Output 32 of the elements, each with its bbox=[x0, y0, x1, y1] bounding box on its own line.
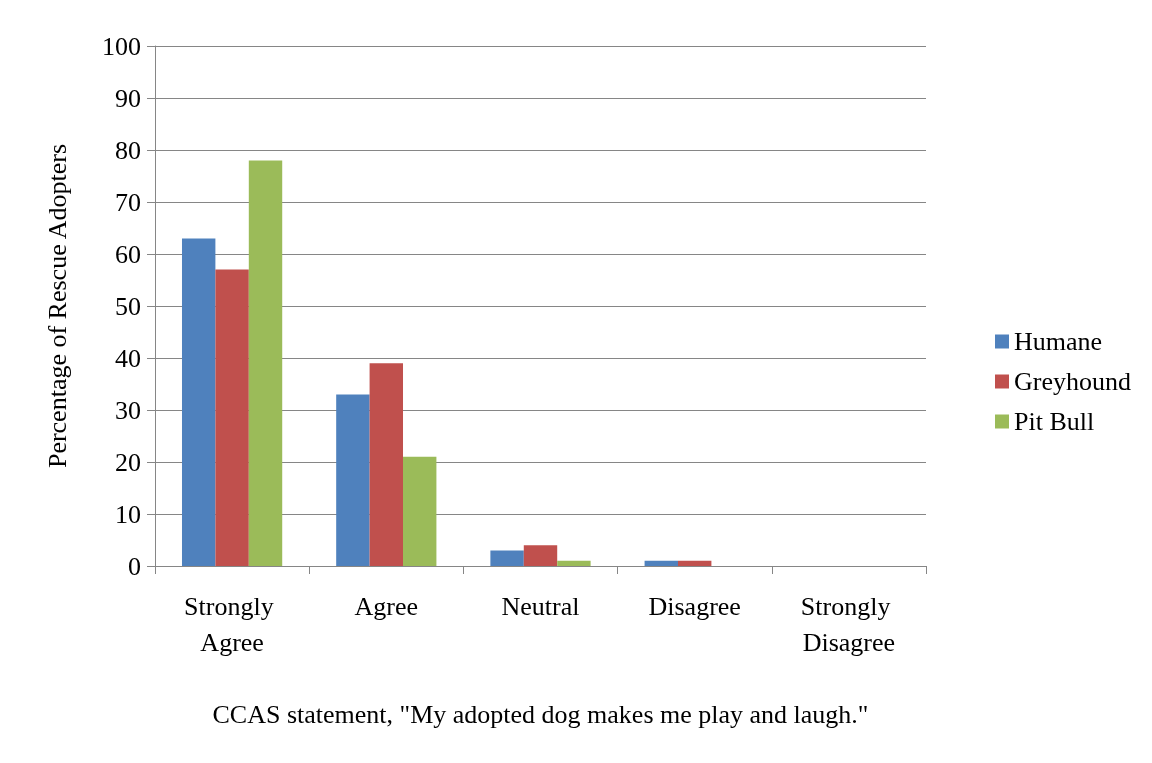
y-axis-title: Percentage of Rescue Adopters bbox=[42, 143, 72, 469]
y-tick-label: 0 bbox=[128, 551, 141, 581]
legend-label: Pit Bull bbox=[1014, 407, 1095, 436]
x-tick-label: Strongly Agree bbox=[184, 591, 281, 657]
bar bbox=[490, 550, 524, 566]
bar bbox=[557, 560, 591, 566]
bar bbox=[403, 456, 437, 566]
y-tick-label: 50 bbox=[115, 291, 141, 321]
x-tick-label: Neutral bbox=[501, 591, 580, 621]
y-tick-label: 40 bbox=[115, 343, 141, 373]
y-tick-label: 70 bbox=[115, 187, 141, 217]
x-tick-label: Agree bbox=[354, 591, 419, 621]
x-tick-label: Disagree bbox=[648, 591, 741, 621]
y-tick-label: 90 bbox=[115, 83, 141, 113]
y-tick-label: 80 bbox=[115, 135, 141, 165]
y-tick-label: 60 bbox=[115, 239, 141, 269]
legend-label: Greyhound bbox=[1014, 367, 1132, 396]
bar bbox=[644, 560, 678, 566]
x-tick-label: Strongly Disagree bbox=[800, 591, 897, 657]
bar bbox=[181, 238, 216, 566]
y-tick-label: 10 bbox=[115, 499, 141, 529]
bar bbox=[369, 363, 404, 566]
bar bbox=[678, 560, 712, 566]
y-tick-label: 20 bbox=[115, 447, 141, 477]
bar bbox=[215, 269, 249, 566]
bar bbox=[523, 545, 558, 566]
y-tick-label: 100 bbox=[102, 31, 141, 61]
bar bbox=[248, 160, 283, 566]
bar bbox=[336, 394, 370, 566]
legend-label: Humane bbox=[1014, 327, 1103, 356]
y-tick-label: 30 bbox=[115, 395, 141, 425]
x-axis-title: CCAS statement, "My adopted dog makes me play and laugh." bbox=[212, 699, 869, 729]
